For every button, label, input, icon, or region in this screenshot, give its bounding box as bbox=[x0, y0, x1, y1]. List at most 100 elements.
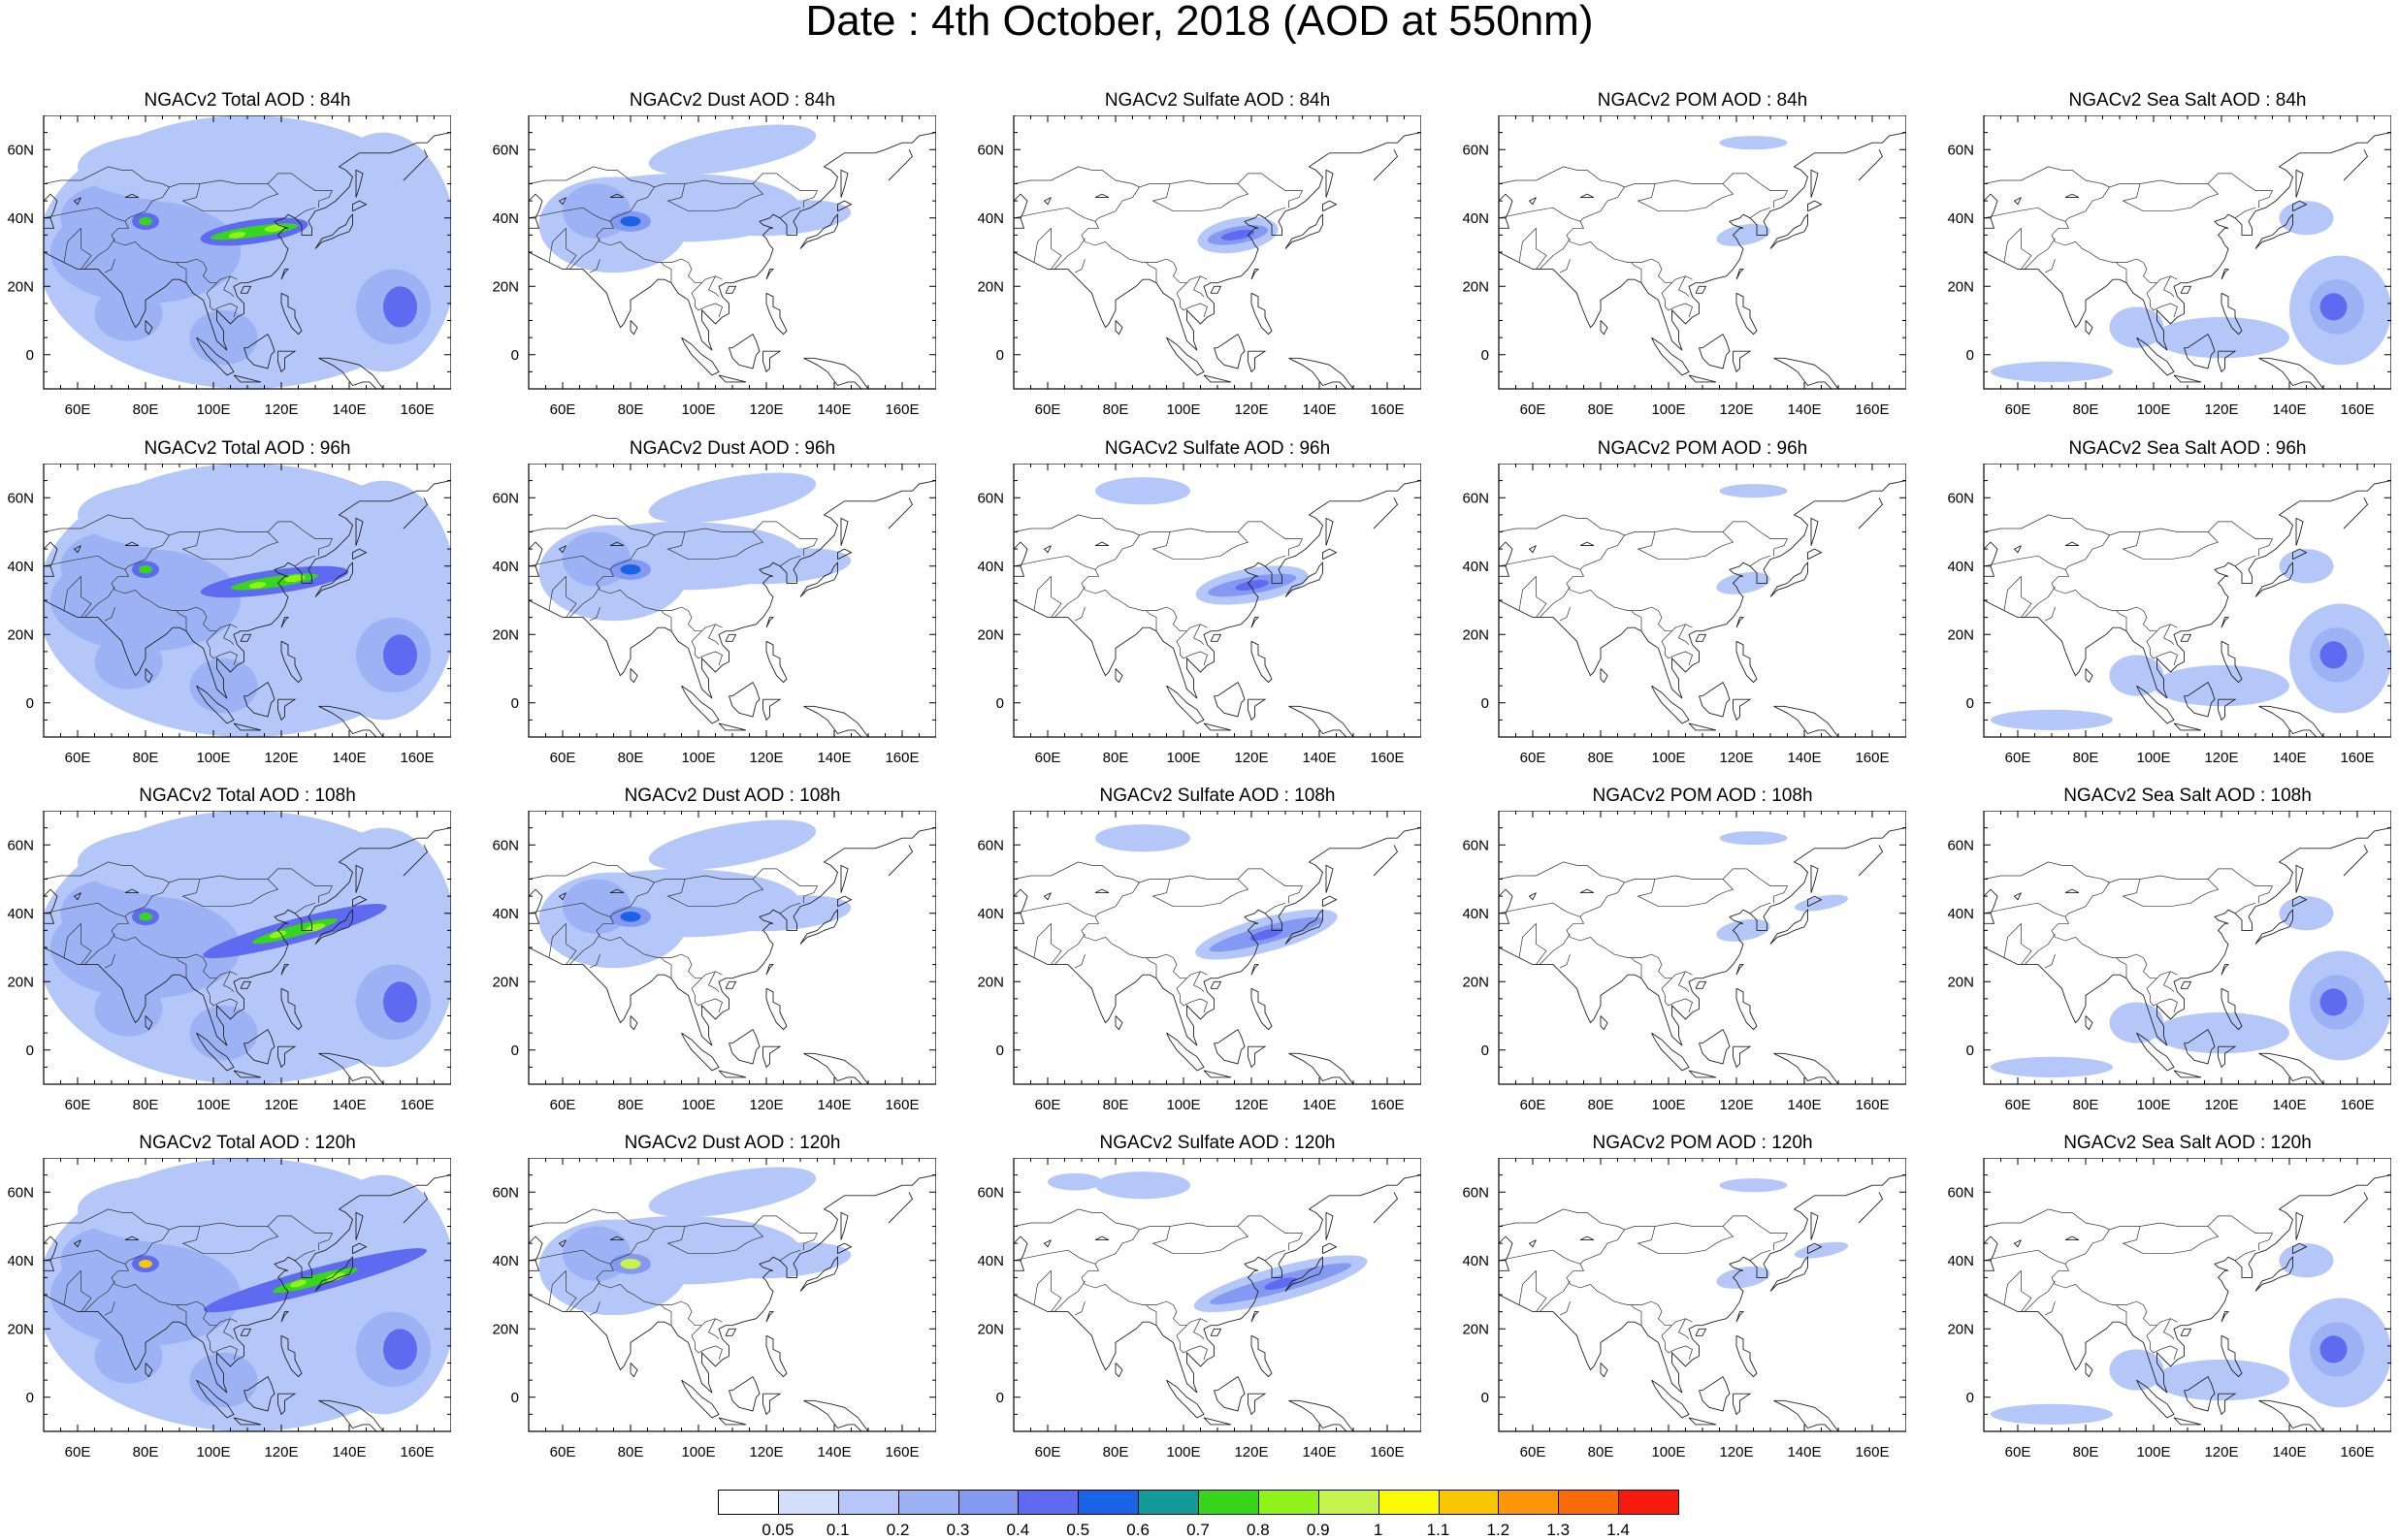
country-border bbox=[566, 576, 577, 618]
lon-tick-label: 120E bbox=[1234, 1444, 1268, 1460]
coastline bbox=[1210, 1328, 1222, 1336]
coastline bbox=[558, 197, 567, 206]
coastline bbox=[2136, 337, 2175, 376]
country-border bbox=[2021, 576, 2032, 618]
aod-plume bbox=[78, 1174, 281, 1244]
country-borders bbox=[1499, 166, 1789, 318]
country-border bbox=[548, 1270, 567, 1305]
lat-tick-label: 40N bbox=[492, 210, 519, 227]
lon-tick-label: 120E bbox=[2204, 401, 2238, 418]
coastlines bbox=[1014, 480, 1421, 737]
coastline bbox=[2173, 722, 2202, 731]
country-border bbox=[1559, 1300, 1571, 1316]
coastline bbox=[2218, 350, 2237, 373]
lat-tick-label: 20N bbox=[977, 1321, 1004, 1337]
lon-tick-label: 140E bbox=[817, 1444, 851, 1460]
coastline bbox=[73, 892, 81, 901]
country-border bbox=[44, 1208, 334, 1251]
coastline bbox=[529, 827, 936, 1046]
coastline bbox=[1250, 617, 1260, 628]
aod-plume bbox=[270, 930, 286, 939]
country-border bbox=[1637, 531, 1734, 561]
lat-tick-label: 60N bbox=[1947, 490, 1974, 506]
aod-field bbox=[1014, 811, 1421, 1084]
coastline bbox=[2064, 193, 2080, 199]
coastline bbox=[1735, 292, 1758, 336]
coastline bbox=[1528, 1239, 1537, 1248]
coastline bbox=[1735, 640, 1758, 684]
country-border bbox=[63, 923, 81, 958]
lat-tick-label: 0 bbox=[1966, 347, 1974, 364]
country-border bbox=[1094, 186, 1140, 222]
lon-tick-label: 80E bbox=[618, 750, 644, 766]
lon-tick-label: 160E bbox=[2340, 1097, 2374, 1113]
coastline bbox=[1810, 169, 1819, 198]
lon-tick-label: 140E bbox=[2272, 1097, 2306, 1113]
panel-title: NGACv2 POM AOD : 84h bbox=[1597, 90, 1808, 111]
lon-tick-label: 60E bbox=[65, 1444, 91, 1460]
country-border bbox=[1678, 1318, 1690, 1340]
aod-plume bbox=[60, 1226, 163, 1295]
aod-field bbox=[1499, 811, 1906, 1084]
lon-tick-label: 100E bbox=[196, 1097, 230, 1113]
country-border bbox=[589, 258, 600, 273]
colorbar-label: 0.3 bbox=[946, 1521, 970, 1539]
aod-plume bbox=[284, 574, 306, 583]
lat-tick-label: 60N bbox=[977, 490, 1004, 506]
coastline bbox=[233, 722, 262, 731]
colorbar-swatch bbox=[1618, 1490, 1679, 1515]
lon-tick-label: 60E bbox=[1035, 1444, 1061, 1460]
country-border bbox=[2122, 531, 2220, 561]
coastline bbox=[2221, 640, 2243, 684]
lon-tick-label: 160E bbox=[2340, 1444, 2374, 1460]
coastline bbox=[1699, 1375, 1731, 1412]
coastline bbox=[1984, 480, 2391, 699]
coastline bbox=[2221, 292, 2243, 336]
aod-field bbox=[1984, 115, 2391, 389]
coastline bbox=[837, 895, 853, 908]
coastline bbox=[1695, 285, 1707, 294]
coastline bbox=[1014, 132, 1421, 351]
country-border bbox=[44, 514, 334, 557]
coastline bbox=[2085, 668, 2093, 684]
country-border bbox=[1749, 902, 1771, 914]
country-borders bbox=[529, 166, 819, 318]
lon-tick-label: 100E bbox=[1651, 401, 1685, 418]
aod-plume bbox=[715, 548, 852, 585]
lon-tick-label: 160E bbox=[885, 1444, 919, 1460]
aod-plume bbox=[78, 827, 281, 897]
coastline bbox=[2184, 1375, 2216, 1412]
coastline bbox=[403, 149, 429, 181]
country-border bbox=[223, 275, 235, 298]
country-border bbox=[1984, 207, 2178, 284]
country-border bbox=[568, 933, 600, 965]
lon-tick-label: 160E bbox=[400, 401, 434, 418]
aod-plume bbox=[305, 923, 326, 932]
coastline bbox=[837, 548, 853, 561]
country-borders bbox=[1014, 166, 1304, 318]
aod-plume bbox=[139, 913, 152, 921]
coastline bbox=[1284, 1256, 1323, 1292]
colorbar-label: 1.2 bbox=[1486, 1521, 1510, 1539]
aod-plume bbox=[139, 1260, 152, 1268]
coastline bbox=[840, 1211, 849, 1240]
panel-title: NGACv2 Dust AOD : 120h bbox=[624, 1133, 841, 1153]
aod-plume bbox=[60, 879, 163, 947]
coastline bbox=[2064, 888, 2080, 894]
country-border bbox=[1176, 1325, 1208, 1361]
country-border bbox=[1264, 555, 1286, 567]
coastline bbox=[1528, 892, 1537, 901]
coastline bbox=[1807, 1242, 1823, 1255]
lon-tick-label: 100E bbox=[2136, 401, 2170, 418]
coastlines bbox=[1984, 480, 2391, 737]
coastline bbox=[1735, 1334, 1758, 1378]
aod-field bbox=[1499, 1158, 1906, 1431]
country-border bbox=[589, 606, 600, 622]
country-border bbox=[1176, 978, 1208, 1013]
coastline bbox=[1250, 1334, 1273, 1378]
coastline bbox=[145, 320, 153, 336]
lon-tick-label: 100E bbox=[196, 750, 230, 766]
aod-plume bbox=[2154, 316, 2289, 359]
lat-tick-label: 40N bbox=[7, 1253, 34, 1269]
coastline bbox=[2295, 517, 2304, 546]
